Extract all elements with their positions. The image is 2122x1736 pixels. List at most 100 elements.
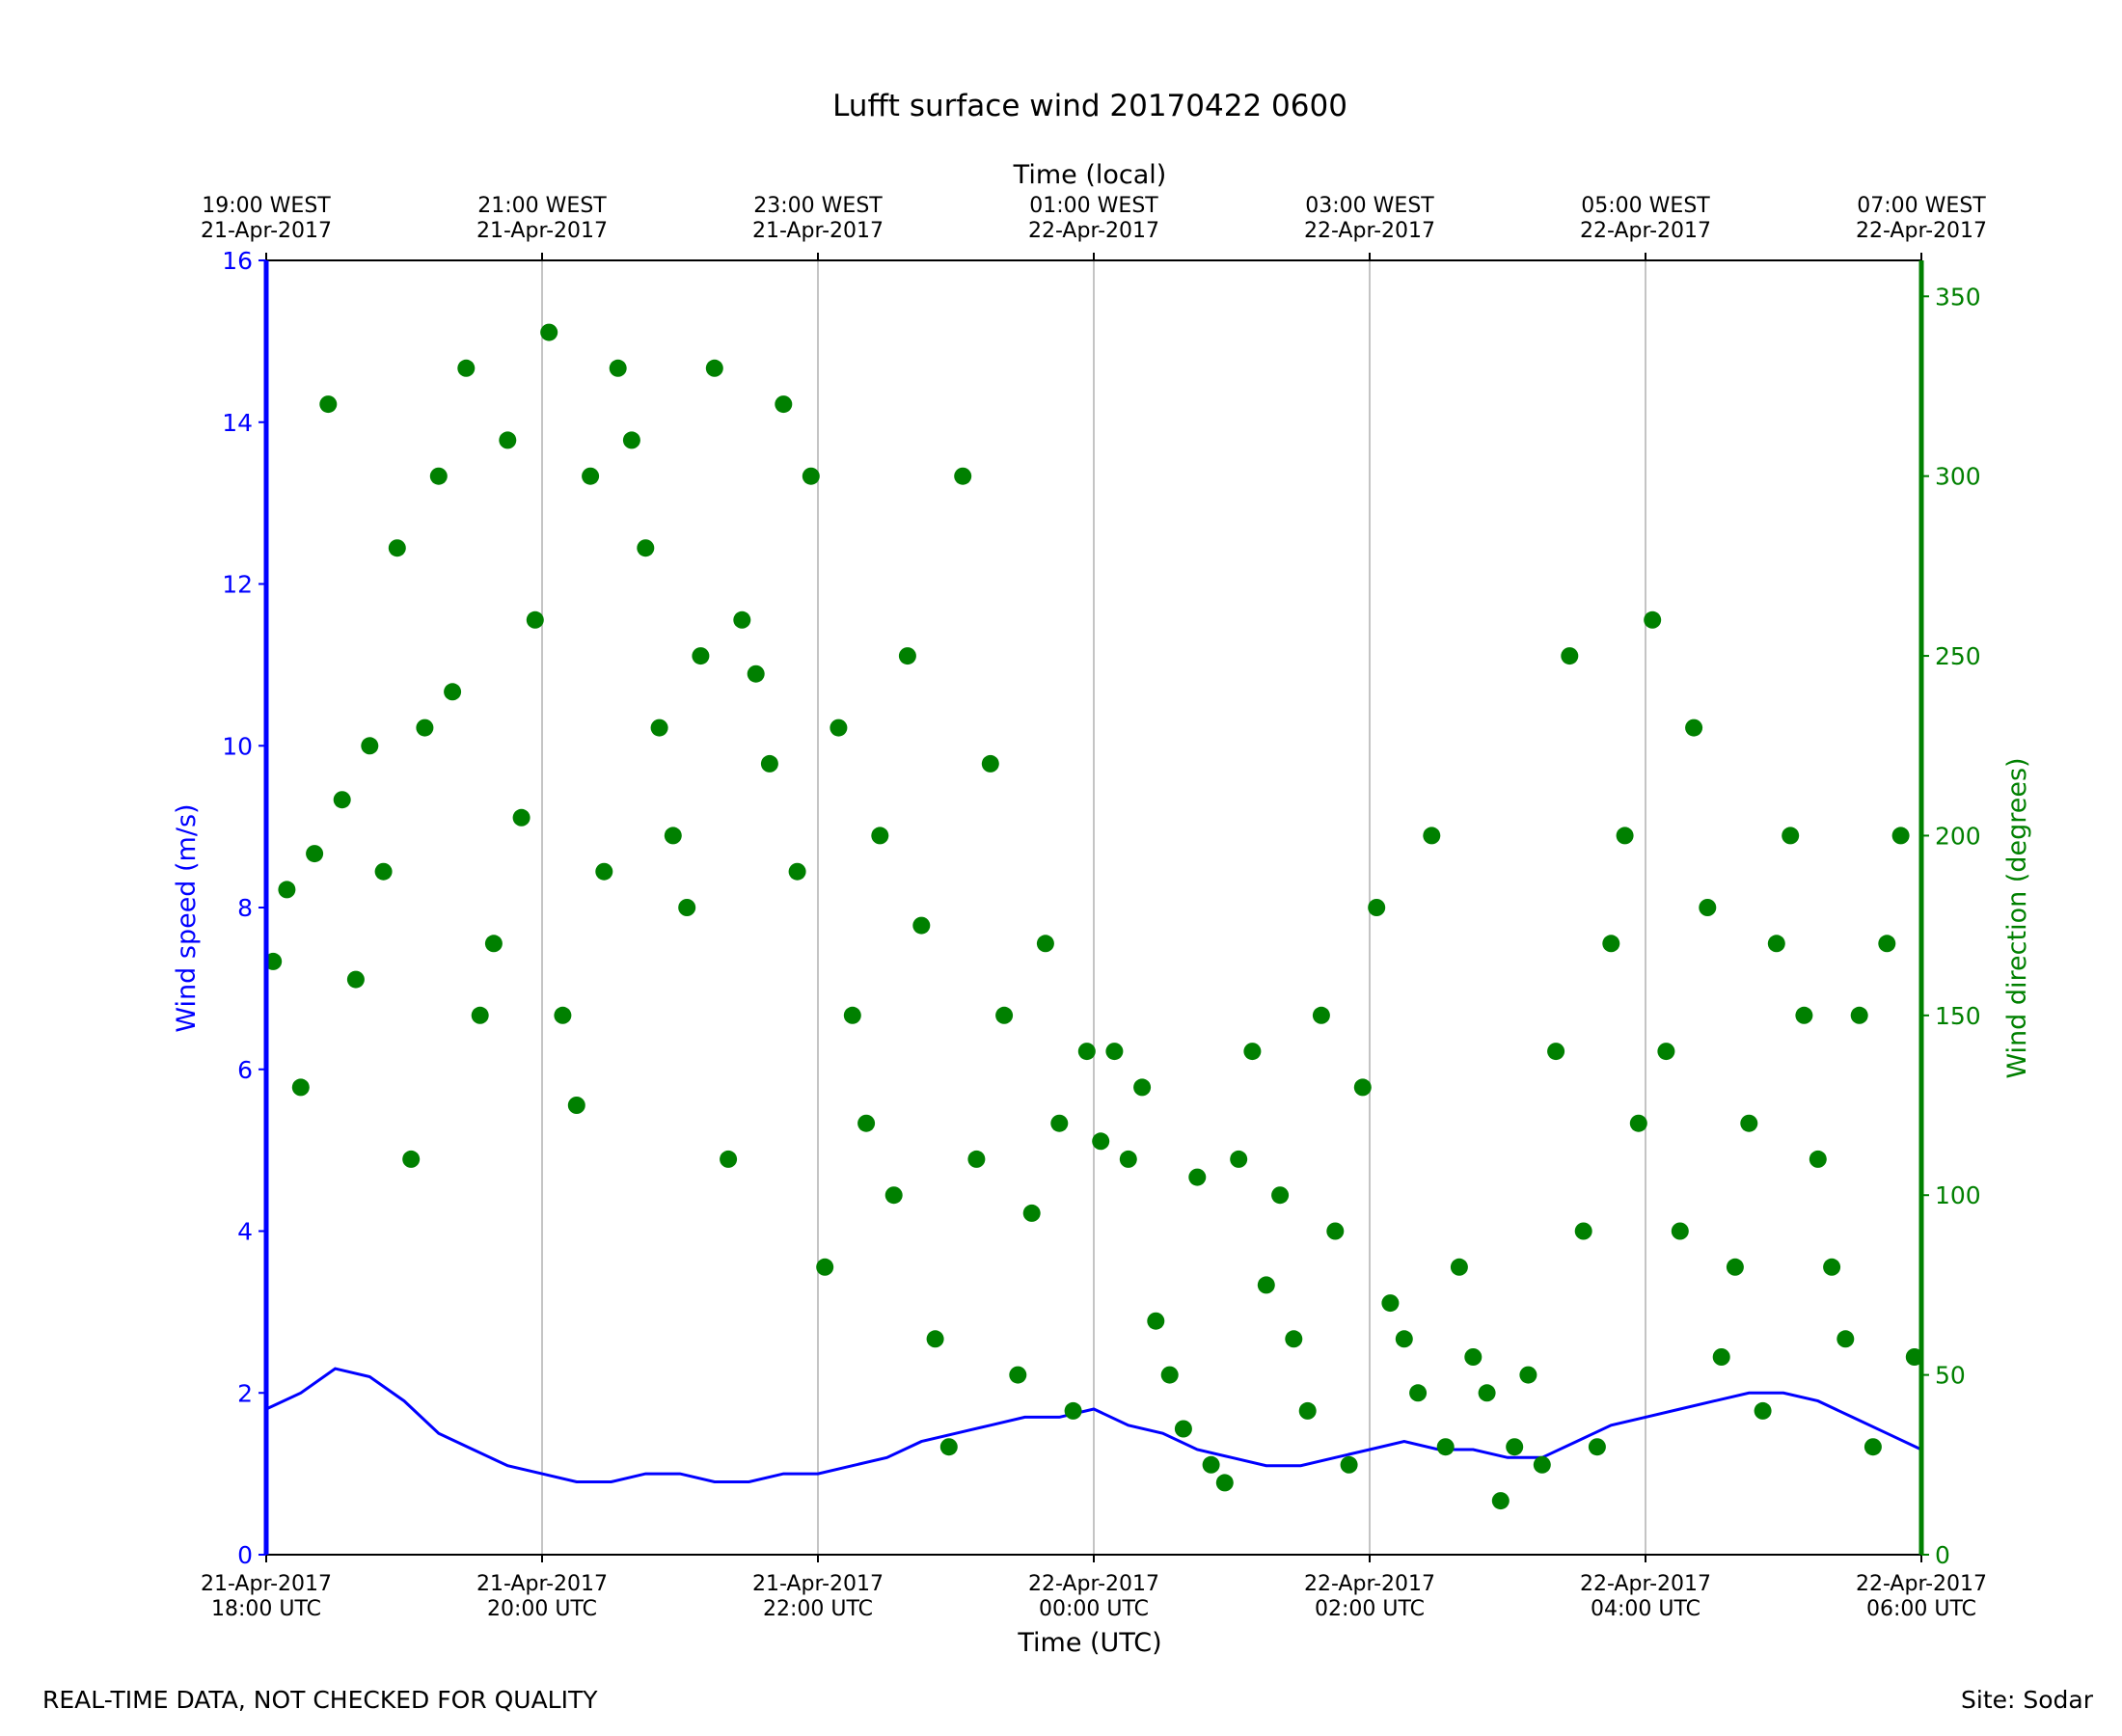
wind-direction-point	[1050, 1114, 1069, 1132]
wind-direction-point	[429, 467, 448, 485]
wind-direction-point	[1574, 1222, 1592, 1240]
wind-direction-point	[1478, 1384, 1496, 1402]
wind-direction-point	[664, 827, 682, 845]
chart-title: Lufft surface wind 20170422 0600	[832, 89, 1347, 123]
wind-speed-series	[265, 1367, 1922, 1483]
wind-direction-point	[1340, 1455, 1358, 1474]
wind-direction-point	[1850, 1006, 1868, 1024]
x-tick-label-date: 22-Apr-2017	[1304, 1572, 1435, 1596]
wind-direction-point	[361, 737, 379, 755]
wind-direction-point	[1409, 1384, 1428, 1402]
wind-direction-point	[1257, 1276, 1275, 1294]
y-left-tick-label: 12	[222, 571, 253, 599]
y-left-tick-label: 8	[237, 894, 253, 922]
wind-direction-point	[306, 845, 324, 863]
wind-direction-point	[1878, 935, 1896, 953]
wind-direction-point	[1009, 1366, 1027, 1384]
y-left-tick-label: 16	[222, 247, 253, 275]
x-top-tick-label-date: 22-Apr-2017	[1304, 219, 1435, 243]
wind-direction-point	[278, 881, 296, 899]
x-top-tick-label-time: 19:00 WEST	[202, 194, 331, 218]
x-tick-label-time: 00:00 UTC	[1039, 1597, 1149, 1621]
wind-direction-point	[995, 1006, 1014, 1024]
x-top-tick-label-time: 21:00 WEST	[477, 194, 607, 218]
wind-direction-point	[346, 970, 365, 989]
wind-direction-point	[926, 1330, 944, 1348]
wind-direction-point	[1243, 1043, 1262, 1061]
y-left-tick-label: 2	[237, 1379, 253, 1407]
x-top-tick-label-date: 22-Apr-2017	[1580, 219, 1711, 243]
wind-direction-point	[830, 719, 848, 737]
wind-direction-point	[1133, 1078, 1152, 1097]
wind-direction-point	[1395, 1330, 1413, 1348]
x-tick-label-date: 21-Apr-2017	[476, 1572, 608, 1596]
wind-direction-point	[939, 1438, 958, 1456]
y-left-tick-label: 14	[222, 409, 253, 437]
wind-direction-point	[1795, 1006, 1813, 1024]
wind-direction-point	[692, 647, 710, 665]
x-tick-label-time: 20:00 UTC	[487, 1597, 597, 1621]
wind-direction-point	[1671, 1222, 1689, 1240]
wind-direction-point	[1891, 827, 1910, 845]
wind-direction-point	[526, 610, 544, 629]
wind-direction-point	[1547, 1043, 1565, 1061]
wind-direction-point	[1326, 1222, 1345, 1240]
y-right-tick-label: 250	[1935, 642, 1981, 670]
y-right-tick-label: 300	[1935, 463, 1981, 491]
wind-direction-point	[1022, 1204, 1041, 1222]
wind-direction-point	[1740, 1114, 1758, 1132]
wind-direction-point	[871, 827, 889, 845]
wind-direction-point	[1450, 1258, 1468, 1276]
wind-direction-point	[554, 1006, 572, 1024]
wind-speed-line	[265, 1367, 1922, 1483]
wind-direction-point	[1285, 1330, 1303, 1348]
wind-direction-point	[1188, 1168, 1207, 1186]
x-top-tick-label-date: 21-Apr-2017	[476, 219, 608, 243]
wind-direction-point	[567, 1097, 585, 1114]
wind-direction-point	[1561, 647, 1579, 665]
wind-direction-point	[1271, 1186, 1290, 1205]
wind-direction-point	[898, 647, 916, 665]
x-tick-label-time: 04:00 UTC	[1591, 1597, 1700, 1621]
wind-direction-point	[374, 862, 393, 881]
wind-direction-point	[1519, 1366, 1537, 1384]
wind-direction-point	[1202, 1455, 1220, 1474]
y-axis-left-label: Wind speed (m/s)	[172, 803, 202, 1032]
x-top-tick-label-date: 21-Apr-2017	[201, 219, 332, 243]
wind-direction-point	[884, 1186, 903, 1205]
wind-direction-point	[1423, 827, 1441, 845]
wind-direction-point	[954, 467, 972, 485]
wind-direction-point	[264, 952, 283, 970]
x-top-tick-label-date: 22-Apr-2017	[1028, 219, 1159, 243]
y-right-tick-label: 350	[1935, 283, 1981, 311]
wind-direction-point	[484, 935, 503, 953]
wind-direction-point	[1782, 827, 1800, 845]
site-label: Site: Sodar	[1961, 1686, 2093, 1714]
wind-direction-point	[1230, 1150, 1248, 1168]
wind-direction-point	[1629, 1114, 1647, 1132]
y-left-tick-label: 10	[222, 732, 253, 760]
quality-notice: REAL-TIME DATA, NOT CHECKED FOR QUALITY	[42, 1686, 598, 1714]
y-right-tick-label: 100	[1935, 1181, 1981, 1209]
wind-direction-point	[499, 431, 517, 449]
wind-direction-point	[444, 683, 462, 701]
wind-direction-point	[1809, 1150, 1827, 1168]
wind-direction-point	[1298, 1401, 1317, 1420]
x-top-tick-label-time: 01:00 WEST	[1029, 194, 1158, 218]
y-right-tick-label: 150	[1935, 1002, 1981, 1030]
wind-direction-point	[843, 1006, 861, 1024]
wind-direction-point	[637, 539, 655, 557]
x-tick-label-date: 21-Apr-2017	[752, 1572, 884, 1596]
x-tick-label-time: 22:00 UTC	[763, 1597, 873, 1621]
x-axis-top-label: Time (local)	[1013, 160, 1167, 190]
x-tick-label-time: 02:00 UTC	[1315, 1597, 1425, 1621]
x-top-tick-label-date: 22-Apr-2017	[1856, 219, 1987, 243]
wind-direction-point	[1685, 719, 1703, 737]
wind-direction-point	[457, 359, 476, 377]
wind-direction-point	[1160, 1366, 1179, 1384]
wind-direction-point	[1905, 1348, 1923, 1366]
wind-direction-point	[720, 1150, 738, 1168]
wind-direction-point	[333, 791, 351, 809]
wind-direction-point	[402, 1150, 421, 1168]
